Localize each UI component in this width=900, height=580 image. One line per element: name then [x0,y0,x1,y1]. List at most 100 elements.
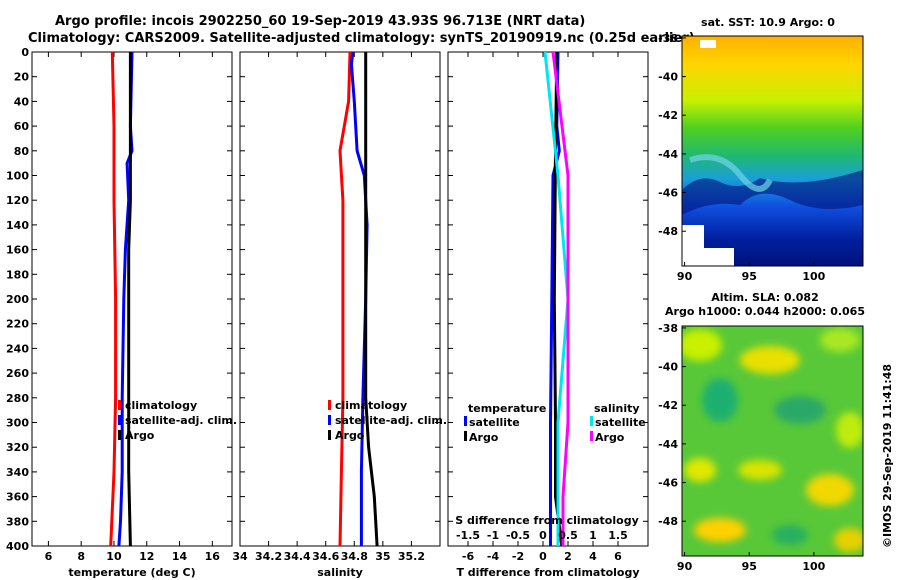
depth-tick-label: 380 [6,515,29,528]
diff-legend-label: Argo [595,431,625,444]
temperature-legend-swatch [118,400,121,410]
sst-map-xtick-label: 90 [677,270,693,283]
panel-salinity: 34 34.2 34.4 34.6 34.8 35 35.2 salinity climatol… [232,51,447,579]
salinity-line-climatology [338,51,352,547]
sla-map-xtick-label: 95 [742,560,757,573]
temperature-legend-label: Argo [125,429,155,442]
diff-s-tick-label: 0 [539,529,547,542]
temperature-xtick-label: 14 [172,550,188,563]
depth-tick-label: 200 [6,293,29,306]
panel-difference: -6 -4 -2 0 2 4 6 T difference from climatology t… [447,51,649,579]
diff-legend-swatch [590,431,593,441]
sla-map-xtick-label: 100 [802,560,825,573]
salinity-xtick-label: 35.2 [398,550,425,563]
diff-s-tick-label: -1.5 [456,529,480,542]
diff-s-tick-label: 1 [589,529,597,542]
sst-map-xtick-label: 95 [742,270,757,283]
temperature-xtick-label: 16 [205,550,221,563]
salinity-xtick-label: 34.6 [312,550,339,563]
sst-land-mask [682,225,704,266]
diff-top-label: S difference from climatology [455,514,639,527]
temperature-axes-frame [31,51,233,547]
sst-map-ytick-label: -40 [658,71,678,84]
temperature-legend-label: climatology [125,399,197,412]
diff-legend-label: satellite [469,416,520,429]
sst-map: sat. SST: 10.9 Argo: 0 90 95 100 -38 -40 -42 -… [658,16,864,283]
difference-xlabel: T difference from climatology [456,566,639,579]
sla-anomalies [682,328,863,552]
diff-legend-label: Argo [469,431,499,444]
temperature-line-argo [127,52,132,547]
sst-missing-data [700,40,716,48]
depth-tick-label: 160 [6,244,29,257]
temperature-xtick-label: 6 [45,550,53,563]
sla-map-ytick-label: -38 [658,322,678,335]
diff-legend-label: satellite [595,416,646,429]
sst-field [682,36,863,266]
depth-tick-label: 140 [6,219,29,232]
sst-map-ytick-label: -42 [658,109,678,122]
depth-tick-label: 220 [6,318,29,331]
difference-xtick-label: 4 [589,550,597,563]
title-line-2: Climatology: CARS2009. Satellite-adjuste… [28,31,695,46]
difference-axes-frame [447,51,649,547]
difference-xtick-label: 6 [614,550,622,563]
diff-legend-swatch [464,431,467,441]
sla-map-ytick-label: -42 [658,399,678,412]
diff-s-tick-label: -0.5 [506,529,530,542]
temperature-xtick-label: 12 [139,550,154,563]
diff-legend-swatch [464,416,467,426]
depth-tick-label: 300 [6,417,29,430]
sla-map-ytick-label: -40 [658,361,678,374]
imos-watermark: ©IMOS 29-Sep-2019 11:41:48 [881,364,894,548]
sst-filament [689,154,773,192]
diff-s-tick-label: -1 [487,529,499,542]
sst-map-ytick-label: -48 [658,225,678,238]
salinity-xtick-label: 34 [232,550,248,563]
salinity-xtick-label: 34.8 [341,550,368,563]
difference-xtick-label: -6 [462,550,475,563]
title-line-1: Argo profile: incois 2902250_60 19-Sep-2… [55,14,585,29]
depth-tick-label: 40 [14,95,30,108]
diff-s-tick-label: 1.5 [608,529,628,542]
salinity-legend-label: climatology [335,399,407,412]
salinity-legend-swatch [328,415,331,425]
depth-tick-label: 400 [6,540,29,553]
diff-legend-swatch [590,416,593,426]
depth-tick-label: 240 [6,342,29,355]
difference-xtick-label: -4 [487,550,500,563]
difference-xtick-label: -2 [512,550,524,563]
sla-map-subtitle: Argo h1000: 0.044 h2000: 0.065 [665,305,865,318]
sla-map: Altim. SLA: 0.082 Argo h1000: 0.044 h200… [658,291,865,573]
depth-tick-label: 360 [6,491,29,504]
diff-s-tick-label: 0.5 [558,529,578,542]
salinity-legend-label: satellite-adj. clim. [335,414,447,427]
sst-map-ytick-label: -38 [658,32,678,45]
sst-land-mask-2 [704,248,734,266]
salinity-legend-label: Argo [335,429,365,442]
sla-map-ytick-label: -44 [658,438,678,451]
sst-map-ytick-label: -46 [658,187,678,200]
sla-map-ytick-label: -48 [658,515,678,528]
temperature-xlabel: temperature (deg C) [68,566,195,579]
depth-tick-label: 280 [6,392,29,405]
depth-tick-label: 0 [21,46,29,59]
temperature-line-climatology [109,51,118,547]
temperature-legend-label: satellite-adj. clim. [125,414,237,427]
sst-map-frame [681,35,864,267]
sst-map-xtick-label: 100 [802,270,825,283]
salinity-legend-swatch [328,400,331,410]
sla-map-ytick-label: -46 [658,477,678,490]
temperature-legend-swatch [118,415,121,425]
depth-tick-label: 340 [6,466,29,479]
temperature-legend-swatch [118,430,121,440]
depth-tick-label: 120 [6,194,29,207]
difference-line-s-argo [551,51,570,546]
temperature-xtick-label: 10 [106,550,122,563]
temperature-xtick-label: 8 [77,550,85,563]
depth-tick-label: 80 [14,145,30,158]
diff-legend-salinity-title: salinity [594,402,640,415]
depth-tick-label: 60 [14,120,30,133]
